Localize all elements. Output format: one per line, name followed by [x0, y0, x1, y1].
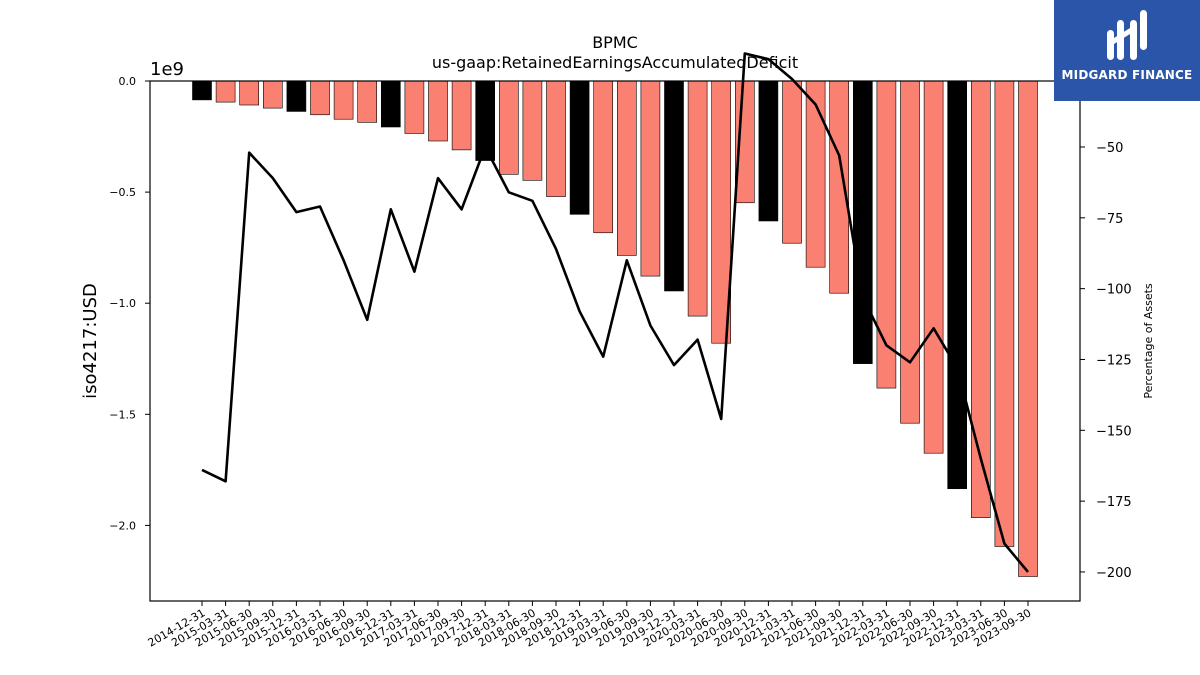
plot-frame: [149, 80, 1081, 602]
bar: [333, 80, 354, 120]
bar: [1018, 80, 1038, 577]
bar: [262, 80, 283, 109]
bar: [498, 80, 519, 175]
y2-axis-label: Percentage of Assets: [1142, 283, 1155, 399]
y2-axis-ticks: −50 −75 −100 −125 −150 −175 −200: [1080, 141, 1132, 581]
y2-tick-label: −150: [1096, 424, 1132, 439]
bar: [310, 80, 330, 116]
bar: [404, 80, 425, 134]
bar: [923, 80, 944, 454]
bar: [970, 80, 991, 518]
y-axis-ticks: 0.0 −0.5 −1.0 −1.5 −2.0: [109, 75, 150, 532]
y-tick-label: 0.0: [119, 75, 137, 88]
x-axis-ticks: 2014-12-312015-03-312015-06-302015-09-30…: [146, 601, 1034, 650]
bar: [616, 80, 637, 256]
y-tick-label: −0.5: [109, 186, 136, 199]
bar: [239, 80, 259, 106]
logo-mark-icon: [1107, 10, 1147, 60]
logo-text: MIDGARD FINANCE: [1061, 68, 1193, 82]
y2-tick-label: −75: [1096, 212, 1123, 227]
bar: [782, 80, 802, 244]
bar: [876, 80, 897, 389]
y-axis-label: iso4217:USD: [80, 283, 101, 399]
bar: [192, 80, 212, 101]
y2-tick-label: −50: [1096, 141, 1123, 156]
bar: [428, 80, 448, 142]
y-tick-label: −1.0: [109, 297, 136, 310]
bar: [380, 80, 401, 128]
bar: [569, 80, 590, 215]
bars-group: [192, 80, 1038, 577]
bar: [215, 80, 236, 103]
bar: [994, 80, 1015, 547]
bar: [451, 80, 472, 151]
bar: [687, 80, 708, 317]
y2-tick-label: −175: [1096, 495, 1132, 510]
y-tick-label: −2.0: [109, 519, 136, 532]
percentage-line: [201, 52, 1029, 573]
bar: [947, 80, 968, 490]
bar: [758, 80, 779, 222]
line-group: [201, 52, 1029, 573]
chart-title: BPMC: [592, 33, 638, 52]
y2-tick-label: −100: [1096, 283, 1132, 298]
bar: [900, 80, 920, 424]
bar: [522, 80, 543, 181]
bar: [357, 80, 378, 123]
midgard-finance-logo: MIDGARD FINANCE: [1054, 0, 1200, 101]
y2-tick-label: −125: [1096, 353, 1132, 368]
bar: [593, 80, 614, 234]
bar: [829, 80, 850, 294]
y2-tick-label: −200: [1096, 566, 1132, 581]
y-offset-label: 1e9: [150, 59, 184, 80]
bar: [805, 80, 826, 268]
y-tick-label: −1.5: [109, 408, 136, 421]
bar: [640, 80, 661, 277]
chart-subtitle: us-gaap:RetainedEarningsAccumulatedDefic…: [432, 53, 798, 72]
bar: [852, 80, 873, 364]
bar: [664, 80, 684, 292]
bar: [286, 80, 307, 112]
bar: [546, 80, 566, 197]
